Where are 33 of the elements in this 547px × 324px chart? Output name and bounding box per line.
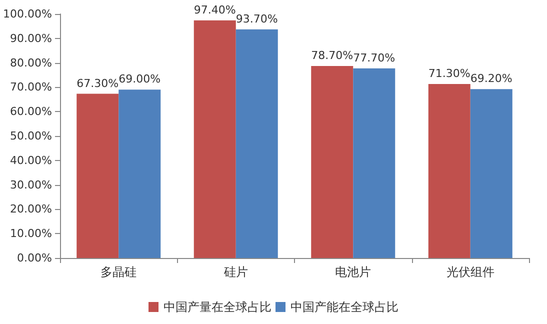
- y-tick-label: 30.00%: [10, 178, 52, 192]
- bar: [76, 94, 119, 258]
- data-label: 93.70%: [236, 12, 278, 26]
- data-label: 97.40%: [194, 3, 236, 16]
- data-label: 69.00%: [118, 72, 161, 86]
- x-tick-label: 电池片: [335, 265, 372, 279]
- bar: [236, 29, 278, 258]
- y-tick-label: 50.00%: [10, 130, 52, 142]
- data-label: 77.70%: [353, 51, 396, 64]
- data-label: 67.30%: [76, 76, 119, 90]
- y-tick-label: 60.00%: [10, 105, 52, 118]
- bar: [428, 84, 470, 258]
- legend-label: 中国产能在全球占比: [290, 300, 398, 314]
- y-tick-label: 20.00%: [10, 202, 52, 216]
- legend-label: 中国产量在全球占比: [164, 300, 272, 314]
- data-label: 69.20%: [470, 72, 512, 86]
- y-tick-label: 40.00%: [10, 154, 52, 167]
- bar: [194, 20, 236, 258]
- x-tick-label: 多晶硅: [100, 265, 137, 279]
- data-label: 71.30%: [428, 67, 470, 80]
- y-tick-label: 90.00%: [10, 32, 52, 45]
- y-tick-label: 10.00%: [10, 227, 52, 240]
- x-tick-label: 光伏组件: [446, 265, 494, 279]
- y-tick-label: 0.00%: [17, 252, 52, 264]
- bar: [353, 68, 396, 258]
- bar: [118, 90, 161, 258]
- bar: [470, 89, 512, 258]
- y-tick-label: 100.00%: [3, 8, 52, 20]
- data-label: 78.70%: [311, 48, 354, 62]
- bar: [311, 66, 354, 258]
- x-tick-label: 硅片: [222, 265, 248, 279]
- y-tick-label: 80.00%: [10, 56, 52, 70]
- y-tick-label: 70.00%: [10, 80, 52, 94]
